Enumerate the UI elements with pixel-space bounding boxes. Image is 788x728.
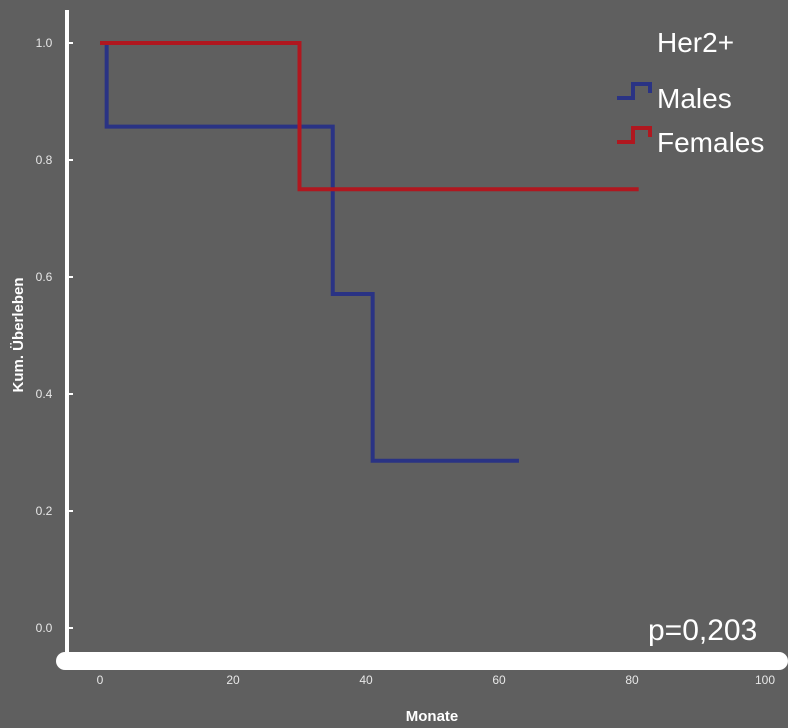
- y-tick-label: 0.4: [36, 387, 53, 401]
- legend-swatch: [617, 126, 652, 144]
- x-tick-label: 0: [97, 673, 104, 687]
- legend-label: Females: [657, 127, 764, 158]
- p-value-annotation: p=0,203: [648, 614, 757, 647]
- x-axis-line: [56, 652, 788, 670]
- x-tick-label: 60: [492, 673, 506, 687]
- legend-swatch: [617, 82, 652, 100]
- y-tick-label: 0.0: [36, 621, 53, 635]
- legend-title: Her2+: [657, 27, 734, 58]
- x-axis-label: Monate: [406, 708, 459, 725]
- y-tick-label: 0.2: [36, 504, 53, 518]
- x-tick-label: 100: [755, 673, 775, 687]
- legend-entry-males: Males: [617, 82, 732, 114]
- y-tick-label: 0.6: [36, 270, 53, 284]
- legend-label: Males: [657, 83, 732, 114]
- legend: Her2+ Males Females: [617, 27, 764, 158]
- series-layer: [100, 41, 639, 463]
- series-line-females: [100, 41, 639, 192]
- axes: 0.0 0.2 0.4 0.6 0.8 1.0 0 20 40 60 80 100: [36, 10, 788, 687]
- y-tick-label: 0.8: [36, 153, 53, 167]
- x-tick-label: 20: [226, 673, 240, 687]
- y-axis-label: Kum. Überleben: [10, 277, 27, 392]
- y-tick-label: 1.0: [36, 36, 53, 50]
- x-tick-label: 40: [359, 673, 373, 687]
- legend-entry-females: Females: [617, 126, 764, 158]
- x-tick-label: 80: [625, 673, 639, 687]
- series-line-males: [100, 41, 519, 463]
